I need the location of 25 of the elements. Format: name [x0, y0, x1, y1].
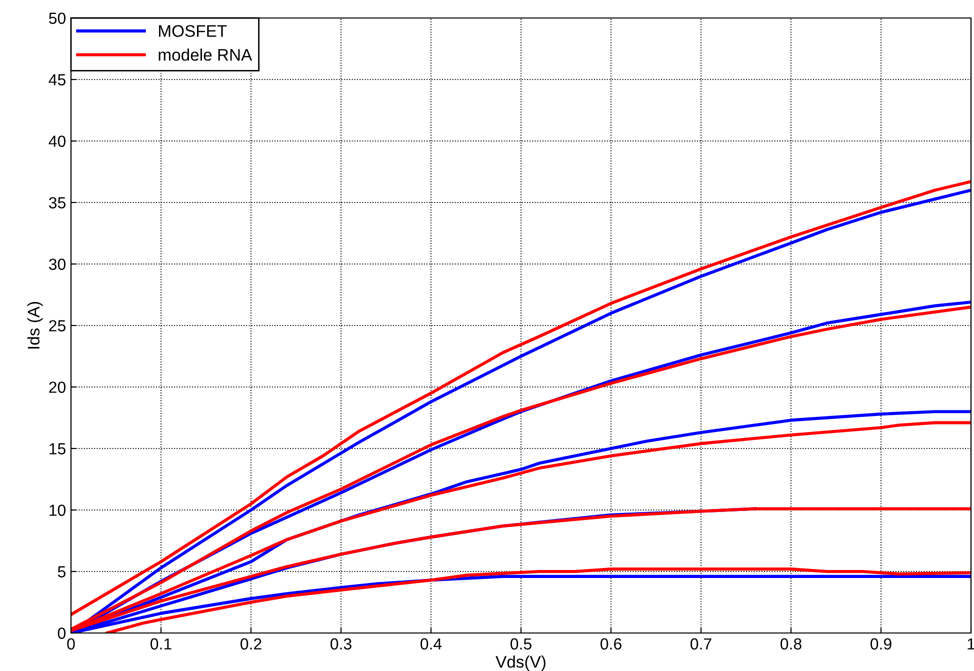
y-tick-label: 30: [48, 258, 66, 270]
x-tick-label: 0.7: [690, 638, 712, 650]
x-tick-label: 0.8: [780, 638, 802, 650]
x-tick-label: 0: [67, 638, 75, 650]
x-tick-label: 0.1: [150, 638, 172, 650]
legend-label: modele RNA: [158, 48, 252, 61]
y-tick-label: 25: [49, 320, 66, 332]
y-tick-label: 15: [50, 443, 66, 454]
x-tick-label: 0.9: [870, 638, 892, 650]
y-tick-label: 0: [58, 628, 66, 639]
x-tick-label: 0.6: [600, 638, 622, 650]
y-tick-label: 10: [50, 504, 66, 516]
x-tick-label: 0.4: [420, 638, 442, 650]
y-tick-label: 40: [48, 136, 66, 147]
y-tick-label: 20: [49, 382, 66, 393]
y-tick-label: 35: [48, 197, 66, 208]
x-tick-label: 0.2: [240, 638, 262, 650]
x-tick-label: 0.3: [330, 638, 352, 650]
x-axis-title: Vds(V): [496, 656, 546, 671]
legend-label: MOSFET: [159, 25, 227, 37]
y-tick-label: 45: [48, 74, 66, 86]
x-tick-label: 0.5: [510, 638, 532, 650]
y-tick-label: 50: [49, 12, 66, 24]
y-axis-title: Ids (A): [27, 302, 43, 348]
y-tick-label: 5: [58, 566, 66, 578]
